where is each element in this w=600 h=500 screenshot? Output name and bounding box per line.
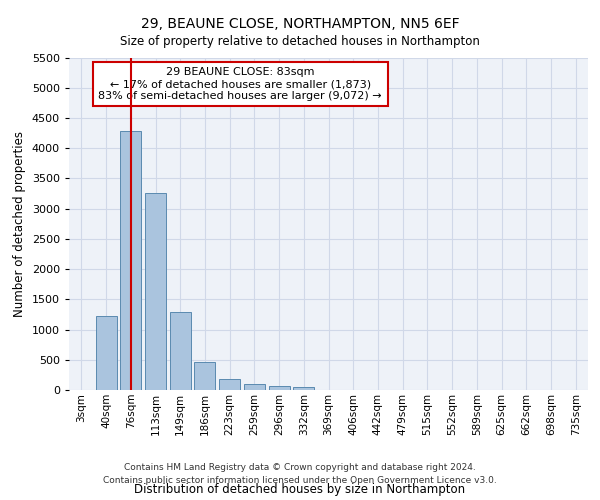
Bar	[170, 312, 191, 390]
Bar	[120, 132, 141, 390]
Text: Contains HM Land Registry data © Crown copyright and database right 2024.: Contains HM Land Registry data © Crown c…	[124, 464, 476, 472]
Text: Distribution of detached houses by size in Northampton: Distribution of detached houses by size …	[134, 484, 466, 496]
Text: Size of property relative to detached houses in Northampton: Size of property relative to detached ho…	[120, 35, 480, 48]
Bar	[95, 316, 116, 390]
Bar	[244, 384, 265, 390]
Text: Contains public sector information licensed under the Open Government Licence v3: Contains public sector information licen…	[103, 476, 497, 485]
Bar	[145, 193, 166, 390]
Y-axis label: Number of detached properties: Number of detached properties	[13, 130, 26, 317]
Bar	[219, 378, 240, 390]
Bar	[194, 362, 215, 390]
Text: 29, BEAUNE CLOSE, NORTHAMPTON, NN5 6EF: 29, BEAUNE CLOSE, NORTHAMPTON, NN5 6EF	[140, 18, 460, 32]
Bar	[293, 387, 314, 390]
Text: 29 BEAUNE CLOSE: 83sqm
← 17% of detached houses are smaller (1,873)
83% of semi-: 29 BEAUNE CLOSE: 83sqm ← 17% of detached…	[98, 68, 382, 100]
Bar	[269, 386, 290, 390]
